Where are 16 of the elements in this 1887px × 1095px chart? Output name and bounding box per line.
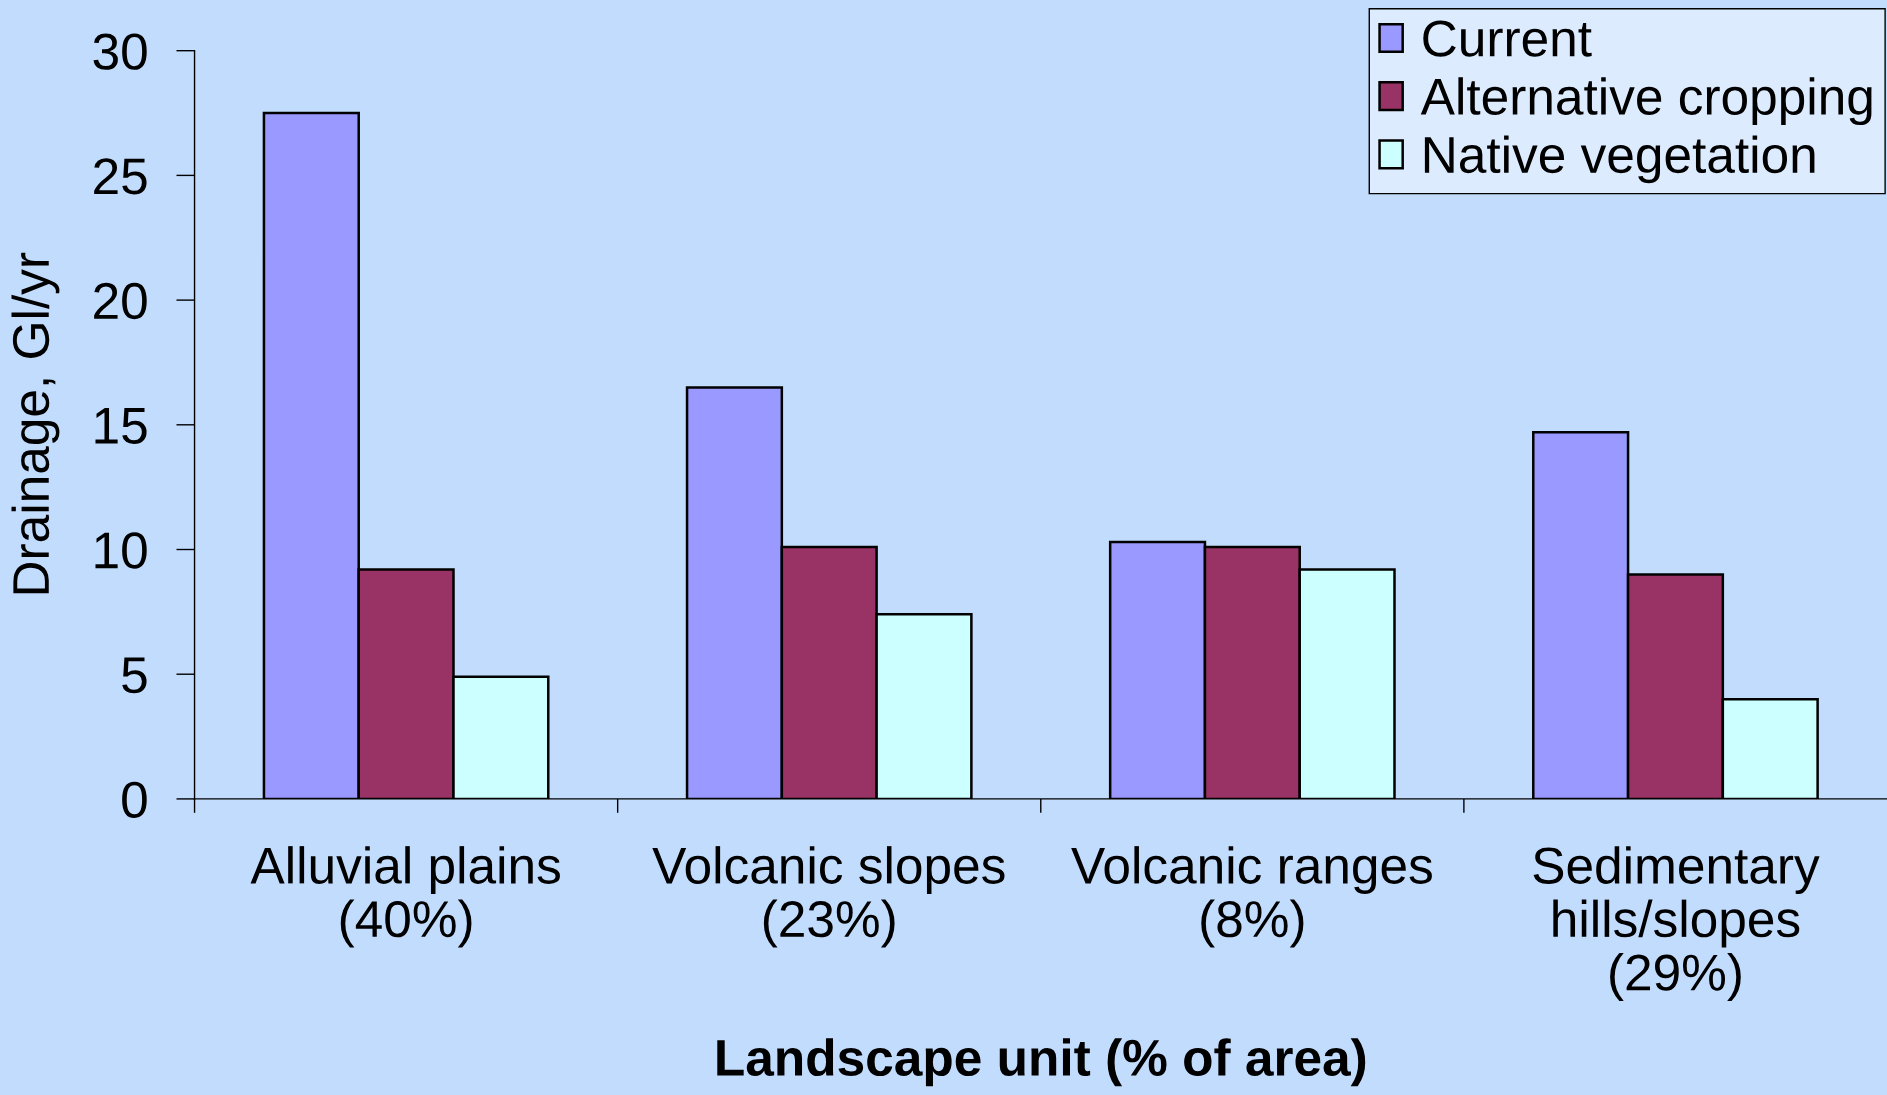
x-axis-title: Landscape unit (% of area) bbox=[717, 1038, 1366, 1087]
legend-label: Alternative cropping bbox=[1420, 77, 1872, 126]
x-tick-label: Alluvial plains (40%) bbox=[250, 846, 560, 948]
legend-label: Native vegetation bbox=[1424, 135, 1815, 184]
x-tick-label: Volcanic slopes (23%) bbox=[652, 846, 1005, 948]
y-tick-label: 0 bbox=[122, 781, 147, 819]
y-tick-label: 10 bbox=[95, 532, 147, 569]
y-tick-label: 5 bbox=[122, 657, 147, 694]
legend-label: Current bbox=[1423, 20, 1592, 57]
y-tick-label: 15 bbox=[95, 408, 147, 444]
x-tick-label: Sedimentary hills/slopes (29%) bbox=[1533, 846, 1820, 1001]
y-tick-label: 30 bbox=[93, 33, 147, 70]
y-axis-title: Drainage, Gl/yr bbox=[11, 252, 60, 594]
y-tick-label: 20 bbox=[94, 282, 147, 320]
x-tick-label: Volcanic ranges (8%) bbox=[1071, 846, 1432, 948]
y-tick-label: 25 bbox=[94, 158, 147, 195]
